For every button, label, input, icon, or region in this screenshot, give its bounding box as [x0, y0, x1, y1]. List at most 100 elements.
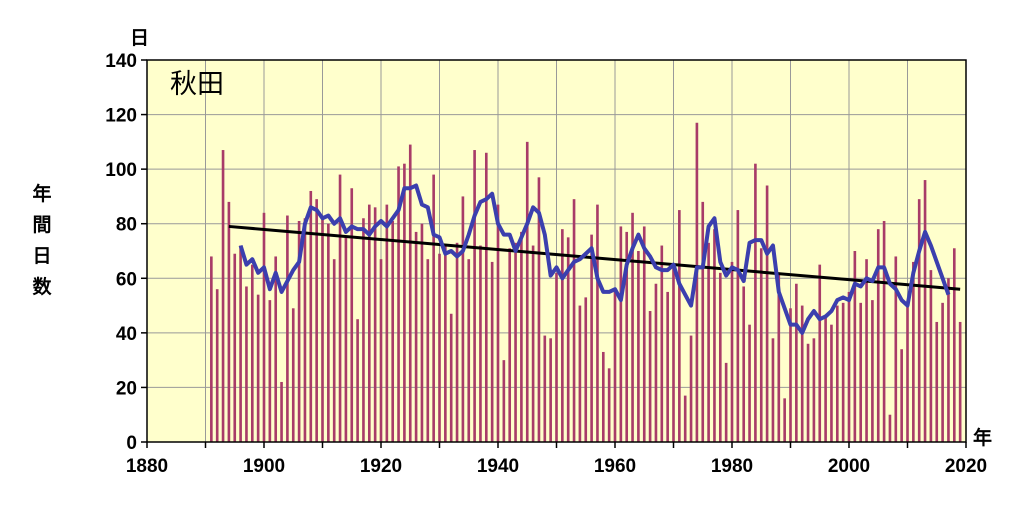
x-tick-label: 1920 — [360, 456, 402, 477]
bar — [613, 289, 617, 442]
bar — [414, 231, 418, 442]
bar — [724, 362, 728, 442]
bar — [303, 218, 307, 442]
bar — [601, 351, 605, 442]
bar — [660, 245, 664, 442]
bar — [239, 245, 242, 442]
bar — [438, 253, 441, 442]
x-tick-label: 1960 — [594, 456, 636, 477]
x-tick-label: 1900 — [243, 456, 285, 477]
bar — [701, 201, 705, 442]
bar — [596, 204, 599, 442]
bar — [210, 256, 213, 442]
bar — [420, 223, 424, 442]
bar — [871, 300, 874, 442]
bar — [215, 289, 219, 442]
bar — [356, 319, 359, 442]
bar — [795, 283, 798, 442]
bar — [678, 210, 681, 442]
bar — [637, 251, 640, 442]
bar — [748, 324, 751, 442]
bar — [297, 220, 301, 442]
bar — [759, 248, 763, 442]
axes: 0 20 40 60 80 100 120 140 1880 1900 1920 1940 1960 19… — [105, 51, 987, 477]
bar — [455, 242, 459, 442]
bar — [467, 259, 471, 442]
bar — [695, 122, 699, 442]
bar — [403, 163, 406, 442]
y-axis-unit: 日 — [130, 27, 149, 49]
bar — [876, 229, 880, 442]
bar — [268, 300, 272, 442]
bar — [941, 302, 944, 442]
y-tick-label: 40 — [116, 324, 137, 345]
bar — [958, 321, 962, 442]
bar — [654, 283, 658, 442]
bar — [514, 242, 517, 442]
x-tick-label: 1980 — [711, 456, 753, 477]
bar — [520, 231, 523, 442]
bar — [736, 210, 740, 442]
bar — [432, 174, 435, 442]
y-tick-label: 0 — [126, 433, 137, 454]
bar — [841, 302, 845, 442]
bar — [859, 302, 863, 442]
bar — [531, 245, 535, 442]
x-tick-label: 1940 — [477, 456, 519, 477]
y-axis-title-char: 年 — [32, 182, 51, 205]
bar — [771, 338, 775, 442]
bar — [327, 223, 330, 442]
bar — [590, 234, 593, 442]
bar — [555, 272, 558, 442]
bar — [894, 256, 898, 442]
bar — [952, 248, 956, 442]
bar — [578, 305, 582, 442]
bar — [385, 204, 389, 442]
station-label: 秋田 — [170, 69, 224, 100]
bar — [274, 256, 278, 442]
bar — [935, 321, 939, 442]
bar — [619, 226, 623, 442]
bar — [449, 313, 453, 442]
bar — [835, 305, 839, 442]
bar — [397, 166, 400, 442]
x-tick-label: 2020 — [945, 456, 987, 477]
y-tick-label: 60 — [116, 269, 137, 290]
bar — [479, 245, 482, 442]
bar — [315, 199, 318, 442]
bar — [280, 381, 283, 442]
bar — [291, 308, 295, 442]
bar — [847, 291, 851, 442]
bar — [806, 343, 810, 442]
y-tick-label: 80 — [116, 215, 137, 236]
bar — [812, 338, 816, 442]
bar — [923, 180, 927, 443]
bar — [707, 242, 710, 442]
bar — [490, 261, 494, 442]
bar — [350, 188, 354, 442]
bar — [502, 360, 506, 442]
bar-series — [210, 122, 962, 443]
bar — [713, 229, 716, 442]
bar — [900, 349, 903, 442]
bar — [549, 338, 552, 442]
bar — [607, 368, 611, 442]
bar — [765, 185, 769, 442]
bar — [929, 270, 933, 442]
bar — [221, 150, 225, 443]
bar — [625, 231, 629, 442]
bar — [408, 144, 412, 443]
bar — [426, 259, 430, 442]
bar — [718, 272, 722, 442]
bar — [332, 259, 336, 442]
bar — [373, 207, 377, 442]
bar — [742, 286, 746, 442]
bar — [648, 311, 652, 442]
bar — [754, 163, 757, 442]
bar — [777, 272, 781, 442]
bar — [824, 316, 827, 442]
bar — [391, 220, 395, 442]
